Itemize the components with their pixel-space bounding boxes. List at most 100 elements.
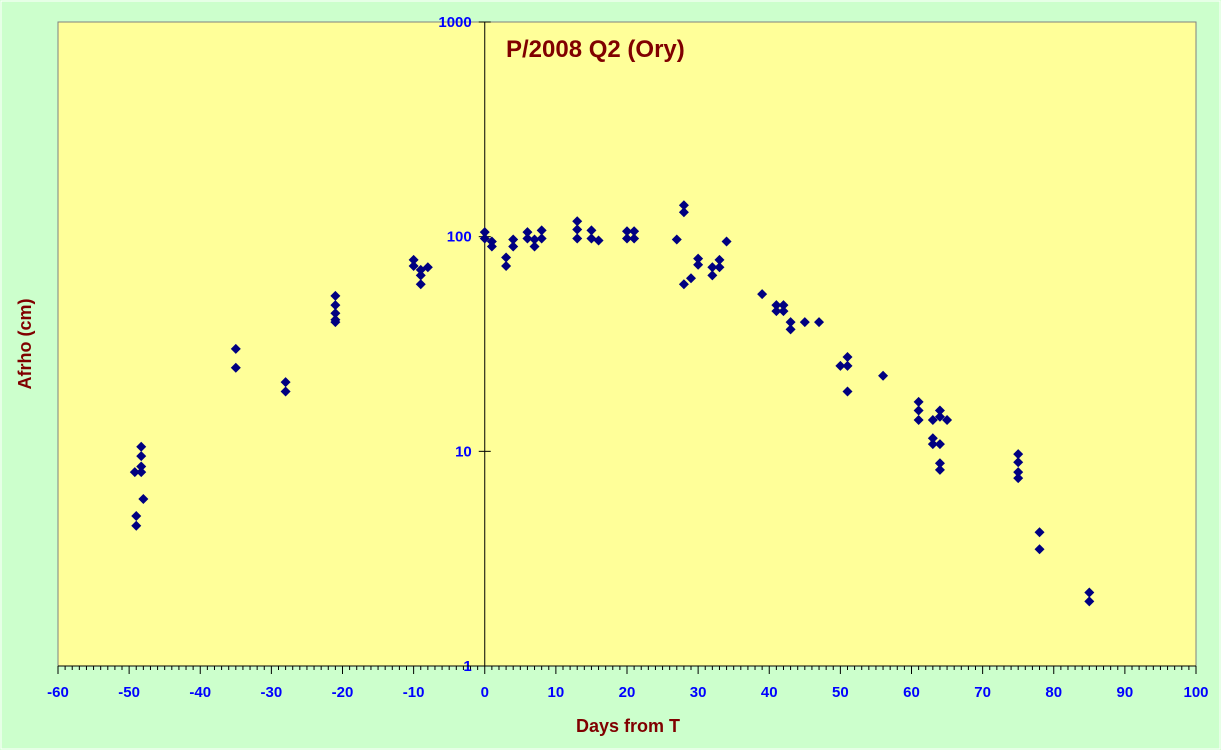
x-tick-label: 10 [548,684,565,701]
data-point [479,233,490,244]
data-point [707,262,718,273]
data-point [771,300,782,311]
x-tick-label: -50 [118,684,140,701]
x-tick-label: 70 [974,684,991,701]
chart-title: P/2008 Q2 (Ory) [506,36,685,63]
data-point [671,234,682,245]
data-point [678,200,689,211]
x-tick-label: -40 [189,684,211,701]
x-tick-label: 100 [1183,684,1208,701]
data-point [814,317,825,328]
data-point [1013,467,1024,478]
data-point [842,360,853,371]
x-tick-label: -10 [403,684,425,701]
data-point [1013,449,1024,460]
data-point [572,233,583,244]
data-point [230,343,241,354]
data-point [622,226,632,237]
data-point [1034,527,1045,538]
x-tick-label: 50 [832,684,849,701]
data-point [934,411,945,422]
data-point [629,233,640,244]
data-point [934,405,945,416]
data-point [586,225,597,236]
data-point [1084,587,1095,598]
data-point [129,467,140,478]
data-point [415,279,426,290]
data-point [678,207,689,218]
data-point [778,300,789,311]
y-tick-label: 100 [447,229,472,246]
data-point [942,414,953,425]
data-point [230,362,241,373]
data-point [508,234,519,245]
data-points [129,200,1095,607]
x-axis-ticks: -60 -50 -40 -30 -20 -10 0 10 20 30 40 50 60 70 80 90 100 [47,666,1209,701]
data-point [927,439,938,450]
data-point [1034,544,1045,555]
data-point [138,493,149,504]
data-point [913,396,924,407]
data-point [280,377,291,388]
x-tick-label: 90 [1117,684,1134,701]
data-point [1084,596,1095,607]
data-point [415,270,426,281]
y-tick-label: 1000 [438,14,471,31]
data-point [593,235,604,246]
data-point [529,241,540,252]
data-point [707,270,718,281]
data-point [136,441,147,452]
data-point [136,467,147,478]
data-point [622,233,632,244]
data-point [799,317,810,328]
data-point [842,352,853,363]
data-point [629,226,640,237]
data-point [131,510,142,521]
data-point [522,233,533,244]
plot-area [57,21,1197,667]
data-point [1013,473,1024,484]
data-point [934,458,945,469]
data-point [408,254,419,265]
x-tick-label: -60 [47,684,69,701]
data-point [757,289,768,300]
x-axis-title: Days from T [576,716,680,736]
data-point [136,451,147,462]
data-point [501,252,512,263]
data-point [536,233,547,244]
data-point [408,261,419,272]
x-tick-label: -30 [261,684,283,701]
data-point [131,520,142,531]
x-tick-label: 60 [903,684,920,701]
x-tick-label: 0 [481,684,489,701]
data-point [693,253,704,264]
data-point [1013,457,1024,468]
x-tick-label: -20 [332,684,354,701]
data-point [136,461,147,472]
data-point [586,233,597,244]
data-point [714,254,725,265]
data-point [330,308,341,319]
data-point [501,261,512,272]
data-point [422,262,433,273]
data-point [486,236,497,247]
data-point [529,234,540,245]
x-tick-label: 30 [690,684,707,701]
data-point [280,386,291,397]
data-point [785,324,796,335]
data-point [913,405,924,416]
data-point [693,259,704,270]
data-point [835,360,846,371]
y-tick-label: 10 [455,443,472,460]
x-axis-minor-ticks [64,666,1190,670]
data-point [721,236,732,247]
data-point [927,414,938,425]
data-point [572,216,583,227]
data-point [508,241,519,252]
data-point [536,225,547,236]
data-point [934,464,945,475]
